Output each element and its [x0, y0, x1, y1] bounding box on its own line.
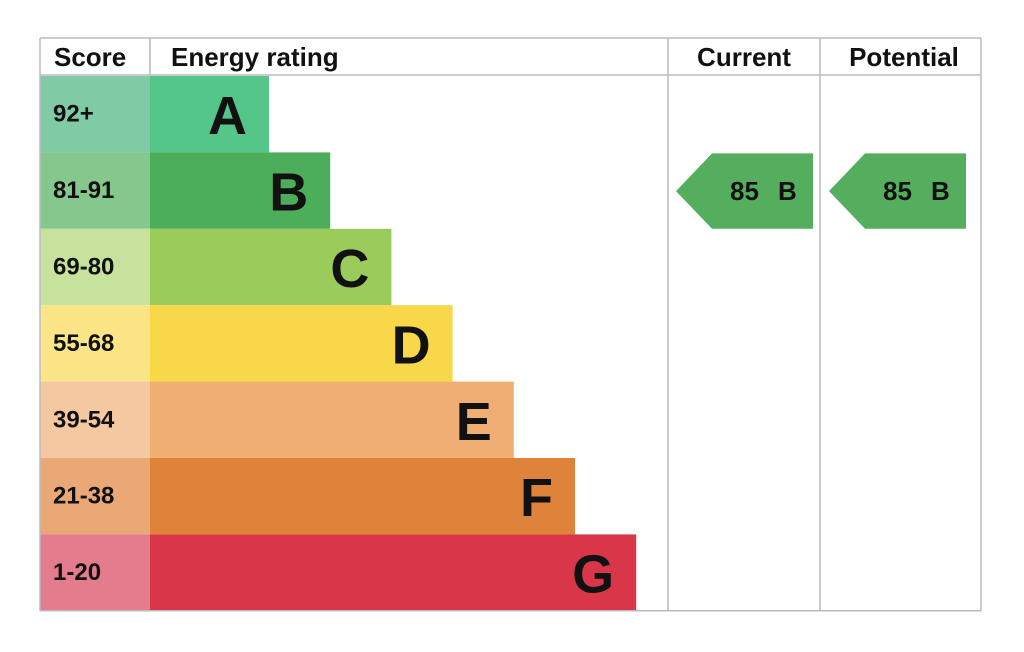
- score-label: 81-91: [53, 177, 114, 204]
- score-label: 39-54: [53, 406, 115, 433]
- current-value: 85: [730, 176, 759, 206]
- rating-bar: [150, 381, 514, 458]
- score-label: 55-68: [53, 330, 114, 357]
- score-cell: [40, 76, 150, 153]
- rating-bar: [150, 76, 269, 153]
- rating-letter: B: [269, 163, 308, 223]
- score-label: 21-38: [53, 483, 114, 510]
- potential-value: 85: [883, 176, 912, 206]
- rating-letter: D: [392, 315, 431, 375]
- score-cell: [40, 152, 150, 229]
- current-arrow: [676, 153, 813, 229]
- score-label: 1-20: [53, 559, 101, 586]
- rating-letter: E: [456, 392, 492, 452]
- potential-letter: B: [931, 176, 950, 206]
- potential-arrow: [829, 153, 966, 229]
- rating-letter: F: [520, 468, 553, 528]
- rating-bar: [150, 458, 575, 535]
- score-cell: [40, 305, 150, 382]
- rating-bar: [150, 152, 331, 229]
- score-label: 92+: [53, 101, 94, 128]
- rating-letter: A: [208, 86, 247, 146]
- score-cell: [40, 381, 150, 458]
- rating-letter: G: [572, 545, 614, 605]
- header-potential: Potential: [849, 42, 959, 72]
- rating-letter: C: [330, 239, 369, 299]
- header-rating: Energy rating: [171, 42, 339, 72]
- score-cell: [40, 534, 150, 611]
- score-label: 69-80: [53, 254, 114, 281]
- score-cell: [40, 228, 150, 306]
- current-letter: B: [778, 176, 797, 206]
- score-cell: [40, 458, 150, 535]
- rating-bar: [150, 305, 453, 382]
- header-current: Current: [697, 42, 791, 72]
- rating-bar: [150, 534, 637, 611]
- header-score: Score: [54, 42, 126, 72]
- rating-bar: [150, 228, 392, 306]
